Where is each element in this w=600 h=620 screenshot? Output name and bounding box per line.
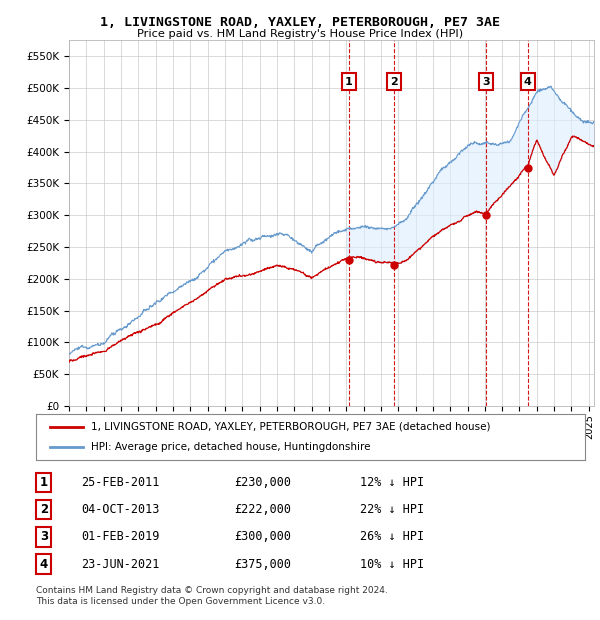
- Text: 1, LIVINGSTONE ROAD, YAXLEY, PETERBOROUGH, PE7 3AE (detached house): 1, LIVINGSTONE ROAD, YAXLEY, PETERBOROUG…: [91, 422, 490, 432]
- Text: 3: 3: [40, 531, 48, 543]
- Text: 26% ↓ HPI: 26% ↓ HPI: [360, 531, 424, 543]
- Text: 23-JUN-2021: 23-JUN-2021: [81, 558, 160, 570]
- Text: Price paid vs. HM Land Registry's House Price Index (HPI): Price paid vs. HM Land Registry's House …: [137, 29, 463, 38]
- Text: 12% ↓ HPI: 12% ↓ HPI: [360, 476, 424, 489]
- Text: HPI: Average price, detached house, Huntingdonshire: HPI: Average price, detached house, Hunt…: [91, 442, 370, 452]
- Text: 2: 2: [40, 503, 48, 516]
- Text: 1: 1: [345, 77, 353, 87]
- Text: This data is licensed under the Open Government Licence v3.0.: This data is licensed under the Open Gov…: [36, 597, 325, 606]
- Text: 4: 4: [524, 77, 532, 87]
- Text: £230,000: £230,000: [234, 476, 291, 489]
- Text: £222,000: £222,000: [234, 503, 291, 516]
- Text: 4: 4: [40, 558, 48, 570]
- Text: 1: 1: [40, 476, 48, 489]
- Text: 01-FEB-2019: 01-FEB-2019: [81, 531, 160, 543]
- Text: 3: 3: [482, 77, 490, 87]
- Text: 10% ↓ HPI: 10% ↓ HPI: [360, 558, 424, 570]
- Text: £375,000: £375,000: [234, 558, 291, 570]
- Text: 2: 2: [390, 77, 398, 87]
- Text: 1, LIVINGSTONE ROAD, YAXLEY, PETERBOROUGH, PE7 3AE: 1, LIVINGSTONE ROAD, YAXLEY, PETERBOROUG…: [100, 16, 500, 29]
- Text: £300,000: £300,000: [234, 531, 291, 543]
- Text: 04-OCT-2013: 04-OCT-2013: [81, 503, 160, 516]
- Text: 25-FEB-2011: 25-FEB-2011: [81, 476, 160, 489]
- Text: Contains HM Land Registry data © Crown copyright and database right 2024.: Contains HM Land Registry data © Crown c…: [36, 586, 388, 595]
- Text: 22% ↓ HPI: 22% ↓ HPI: [360, 503, 424, 516]
